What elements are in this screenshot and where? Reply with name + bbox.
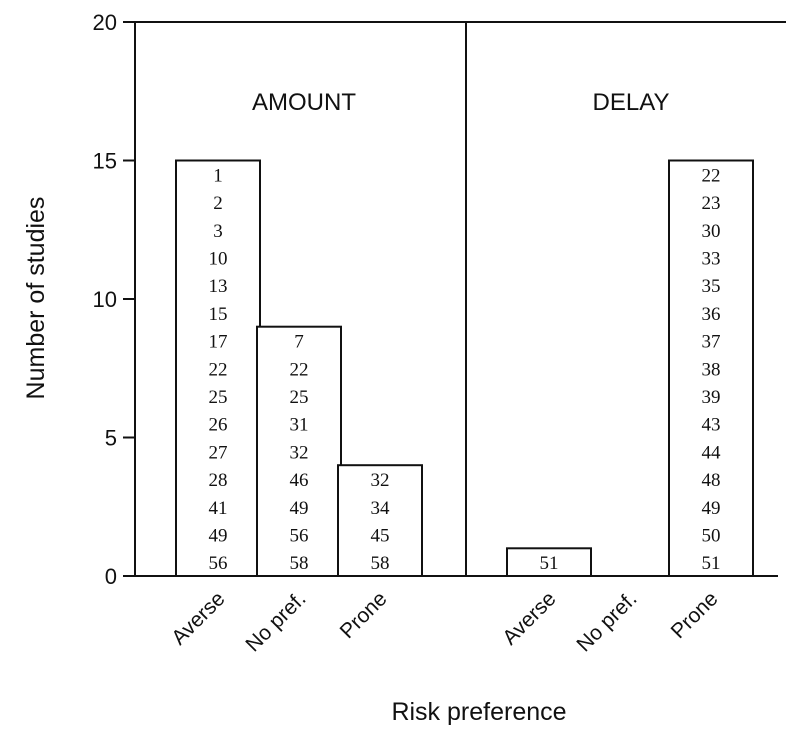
bar (668, 159, 754, 577)
x-tick-label: No pref. (241, 587, 310, 656)
study-label: 38 (702, 359, 721, 380)
study-label: 31 (290, 415, 309, 436)
study-label: 28 (209, 470, 228, 491)
y-tick-label: 0 (105, 564, 117, 589)
study-label: 22 (702, 165, 721, 186)
study-label: 33 (702, 248, 721, 269)
study-label: 46 (290, 470, 309, 491)
study-label: 39 (702, 387, 721, 408)
panels: AMOUNT123101315172225262728414956Averse7… (135, 89, 778, 656)
study-label: 58 (371, 553, 390, 574)
study-label: 43 (702, 415, 721, 436)
x-axis-label: Risk preference (391, 698, 566, 726)
study-label: 23 (702, 193, 721, 214)
study-label: 58 (290, 553, 309, 574)
study-label: 32 (290, 442, 309, 463)
study-label: 25 (209, 387, 228, 408)
y-tick-label: 20 (93, 10, 117, 35)
study-label: 7 (294, 332, 304, 353)
study-label: 37 (702, 332, 721, 353)
x-tick-label: Averse (167, 587, 229, 649)
y-axis-label: Number of studies (22, 197, 50, 400)
study-label: 1 (213, 165, 223, 186)
study-label: 17 (209, 332, 228, 353)
bar (506, 547, 592, 577)
study-label: 45 (371, 525, 390, 546)
x-tick-label: No pref. (572, 587, 641, 656)
study-label: 27 (209, 442, 228, 463)
study-label: 10 (209, 248, 228, 269)
study-label: 22 (290, 359, 309, 380)
study-label: 25 (290, 387, 309, 408)
study-label: 56 (290, 525, 309, 546)
study-label: 49 (290, 498, 309, 519)
panel-title: AMOUNT (252, 89, 356, 116)
x-tick-label: Averse (498, 587, 560, 649)
study-label: 30 (702, 221, 721, 242)
study-label: 2 (213, 193, 223, 214)
study-label: 49 (209, 525, 228, 546)
study-label: 49 (702, 498, 721, 519)
panel-title: DELAY (593, 89, 670, 116)
study-label: 22 (209, 359, 228, 380)
study-label: 51 (702, 553, 721, 574)
panel-delay: DELAY 51 Averse No pref. 22 23 30 33 35 36 37 38 39 4… (466, 89, 778, 656)
study-label: 36 (702, 304, 721, 325)
study-label: 13 (209, 276, 228, 297)
study-label: 44 (702, 442, 722, 463)
bar (256, 325, 342, 578)
study-label: 26 (209, 415, 228, 436)
study-label: 51 (540, 553, 559, 574)
x-tick-label: Prone (667, 587, 723, 643)
study-label: 35 (702, 276, 721, 297)
study-label: 50 (702, 525, 721, 546)
x-tick-label: Prone (336, 587, 392, 643)
study-label: 32 (371, 470, 390, 491)
study-label: 34 (371, 498, 391, 519)
y-tick-label: 10 (93, 287, 117, 312)
study-label: 15 (209, 304, 228, 325)
bar (337, 464, 423, 578)
y-axis: 0 5 10 15 20 (93, 10, 135, 589)
y-tick-label: 5 (105, 426, 117, 451)
study-label: 3 (213, 221, 223, 242)
study-label: 41 (209, 498, 228, 519)
panel-amount: AMOUNT 1 2 3 10 13 15 17 22 25 26 27 28 41 49 56 Averse 7… (135, 89, 466, 656)
study-label: 48 (702, 470, 721, 491)
y-tick-label: 15 (93, 149, 117, 174)
study-label: 56 (209, 553, 228, 574)
